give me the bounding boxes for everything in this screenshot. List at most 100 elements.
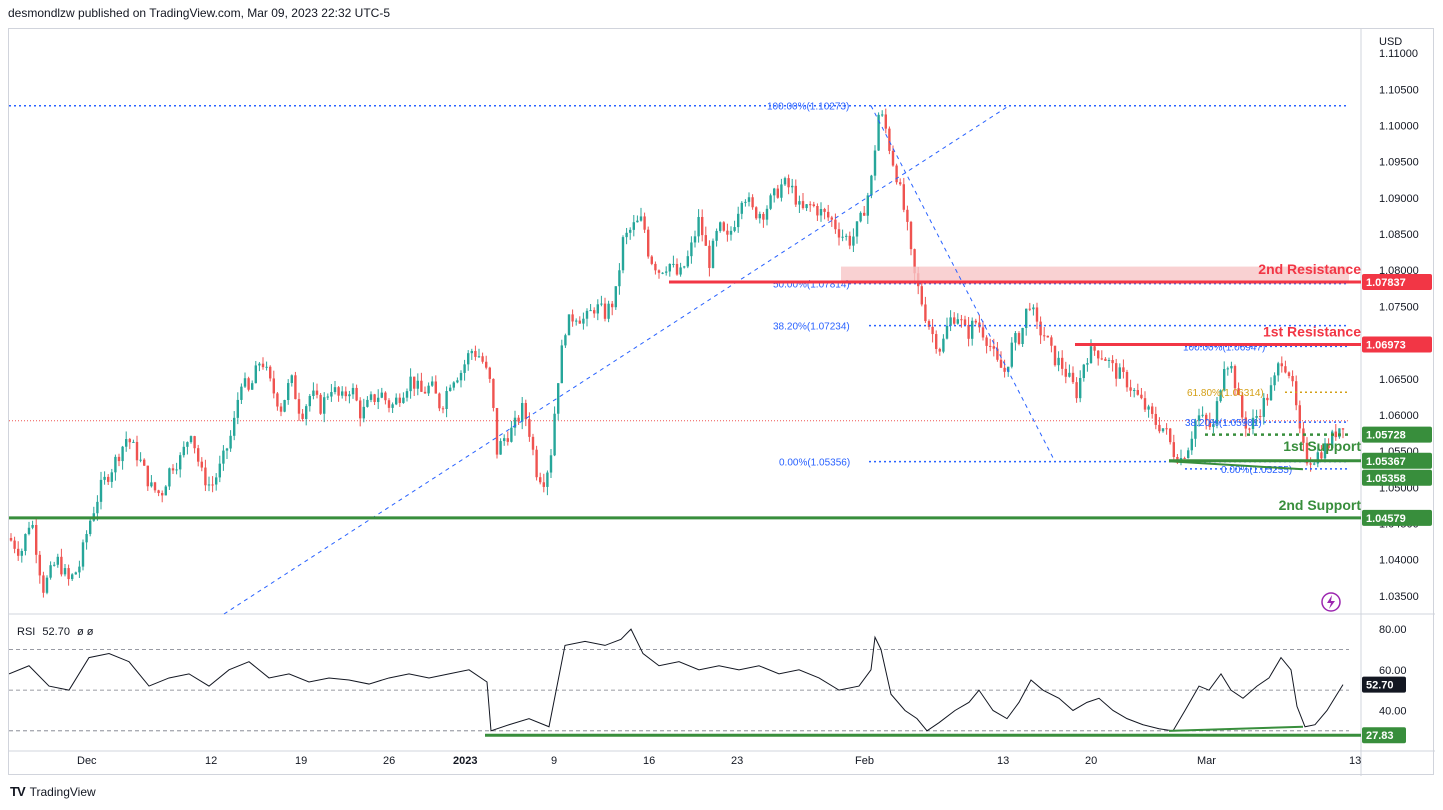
- candle-body: [85, 534, 88, 543]
- candle-body: [1122, 367, 1125, 372]
- candle-body: [175, 469, 178, 471]
- candle-body: [330, 392, 333, 397]
- candle-body: [729, 230, 733, 235]
- candle-body: [542, 482, 545, 487]
- candle-body: [657, 270, 661, 273]
- candle-body: [377, 397, 380, 402]
- candle-body: [1104, 358, 1107, 361]
- candle-body: [99, 479, 103, 502]
- candle-body: [272, 378, 275, 394]
- candle-body: [1064, 368, 1067, 377]
- candle-body: [827, 211, 830, 218]
- candle-body: [1046, 335, 1049, 338]
- candle-body: [1017, 333, 1021, 344]
- candle-body: [477, 356, 481, 358]
- candle-body: [625, 232, 628, 238]
- lightning-icon[interactable]: [1321, 592, 1341, 612]
- candle-body: [560, 345, 563, 384]
- candle-body: [1093, 346, 1096, 351]
- candle-body: [1251, 417, 1255, 429]
- price-tick-label: 1.07500: [1379, 301, 1419, 313]
- candle-body: [733, 227, 736, 231]
- price-tag-label: 1.05367: [1366, 456, 1406, 468]
- candle-body: [1014, 333, 1017, 343]
- rsi-tag: [1362, 676, 1406, 693]
- candle-body: [1244, 417, 1247, 429]
- candle-body: [135, 441, 139, 461]
- candle-body: [89, 520, 92, 535]
- candle-body: [539, 477, 542, 483]
- candle-body: [996, 348, 999, 360]
- candle-body: [503, 438, 506, 442]
- candle-body: [1212, 423, 1215, 428]
- candle-body: [726, 230, 729, 235]
- candle-body: [765, 208, 769, 220]
- candle-body: [1097, 350, 1100, 359]
- candle-body: [672, 263, 675, 265]
- candle-body: [1140, 394, 1143, 399]
- candle-body: [31, 524, 34, 528]
- candle-body: [413, 376, 416, 389]
- candle-body: [20, 551, 23, 556]
- candle-body: [1323, 443, 1327, 459]
- candle-body: [1284, 366, 1287, 373]
- candle-body: [459, 372, 463, 381]
- rsi-tick-label: 60.00: [1379, 665, 1407, 677]
- candle-body: [395, 397, 398, 405]
- candle-body: [999, 359, 1003, 368]
- price-tag: [1362, 426, 1432, 443]
- candle-body: [549, 455, 553, 473]
- candle-body: [877, 114, 880, 151]
- candle-body: [578, 320, 581, 324]
- candle-body: [247, 378, 250, 390]
- candle-body: [128, 439, 131, 443]
- rsi-tick-label: 80.00: [1379, 624, 1407, 636]
- candle-body: [384, 392, 387, 401]
- price-tag: [1362, 509, 1432, 526]
- candle-body: [805, 204, 808, 209]
- resistance-zone: [841, 266, 1349, 283]
- fib-label: 100.00%(1.10273): [767, 102, 849, 113]
- candle-body: [243, 378, 247, 387]
- time-tick-label: 19: [295, 755, 307, 767]
- candle-body: [341, 391, 344, 396]
- candle-body: [74, 572, 77, 575]
- candle-body: [719, 222, 722, 231]
- candle-body: [337, 387, 340, 396]
- candle-body: [546, 472, 549, 487]
- candle-body: [495, 407, 499, 455]
- candle-body: [819, 208, 823, 216]
- candle-body: [1118, 367, 1121, 379]
- candle-body: [787, 178, 790, 188]
- chart-frame[interactable]: 100.00%(1.10273) 50.00%(1.07814) 38.20%(1.…: [8, 28, 1435, 776]
- candle-body: [1280, 363, 1283, 367]
- candle-body: [207, 484, 211, 486]
- candle-body: [1100, 358, 1103, 360]
- price-tick-label: 1.09500: [1379, 157, 1419, 169]
- candle-body: [881, 114, 884, 116]
- candle-body: [467, 353, 470, 365]
- candle-body: [798, 201, 801, 205]
- fib-label: 38.20%(1.07234): [773, 322, 850, 333]
- candle-body: [265, 366, 268, 368]
- candle-body: [1194, 420, 1197, 439]
- price-chart[interactable]: 100.00%(1.10273) 50.00%(1.07814) 38.20%(1.…: [9, 29, 1435, 776]
- time-tick-label: 23: [731, 755, 743, 767]
- candle-body: [362, 406, 365, 419]
- candle-body: [1223, 369, 1226, 391]
- candle-body: [852, 236, 855, 246]
- candle-body: [35, 524, 38, 555]
- fib-label: 100.00%(1.06947): [1183, 342, 1265, 353]
- candle-body: [27, 527, 31, 535]
- time-axis: Dec 12 19 26 2023 9 16 23 Feb 13 20 Mar 13: [77, 755, 1361, 767]
- candle-body: [492, 378, 495, 408]
- candle-body: [434, 381, 437, 394]
- candle-body: [9, 538, 13, 541]
- candle-body: [251, 383, 254, 390]
- candle-body: [1313, 463, 1316, 465]
- candle-body: [423, 391, 427, 394]
- candle-body: [294, 375, 297, 400]
- candle-body: [1032, 307, 1035, 310]
- candle-body: [683, 266, 686, 268]
- candle-body: [686, 256, 689, 267]
